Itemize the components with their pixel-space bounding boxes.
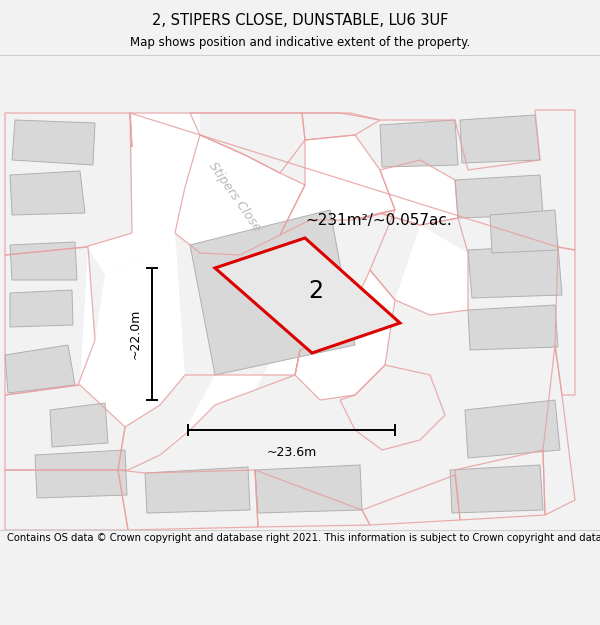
Polygon shape <box>10 242 77 280</box>
Polygon shape <box>80 215 185 427</box>
Polygon shape <box>10 290 73 327</box>
Polygon shape <box>468 245 562 298</box>
Polygon shape <box>490 210 558 253</box>
Text: Contains OS data © Crown copyright and database right 2021. This information is : Contains OS data © Crown copyright and d… <box>7 533 600 543</box>
Polygon shape <box>450 465 543 513</box>
Text: ~22.0m: ~22.0m <box>129 309 142 359</box>
Text: Map shows position and indicative extent of the property.: Map shows position and indicative extent… <box>130 36 470 49</box>
Polygon shape <box>465 400 560 458</box>
Text: ~231m²/~0.057ac.: ~231m²/~0.057ac. <box>305 213 452 228</box>
Polygon shape <box>132 113 245 295</box>
Polygon shape <box>35 450 127 498</box>
Polygon shape <box>10 171 85 215</box>
Polygon shape <box>468 305 558 350</box>
Polygon shape <box>5 345 75 393</box>
Text: Stipers Close: Stipers Close <box>206 160 264 234</box>
Polygon shape <box>380 120 458 167</box>
Polygon shape <box>145 467 250 513</box>
Polygon shape <box>190 210 355 375</box>
Polygon shape <box>200 155 305 255</box>
Text: ~23.6m: ~23.6m <box>266 446 317 459</box>
Polygon shape <box>280 135 395 235</box>
Polygon shape <box>255 465 362 513</box>
Polygon shape <box>50 403 108 447</box>
Polygon shape <box>455 175 543 218</box>
Polygon shape <box>12 120 95 165</box>
Polygon shape <box>85 113 468 455</box>
Polygon shape <box>215 238 400 353</box>
Text: 2, STIPERS CLOSE, DUNSTABLE, LU6 3UF: 2, STIPERS CLOSE, DUNSTABLE, LU6 3UF <box>152 13 448 28</box>
Polygon shape <box>460 115 540 163</box>
Text: 2: 2 <box>308 279 323 302</box>
